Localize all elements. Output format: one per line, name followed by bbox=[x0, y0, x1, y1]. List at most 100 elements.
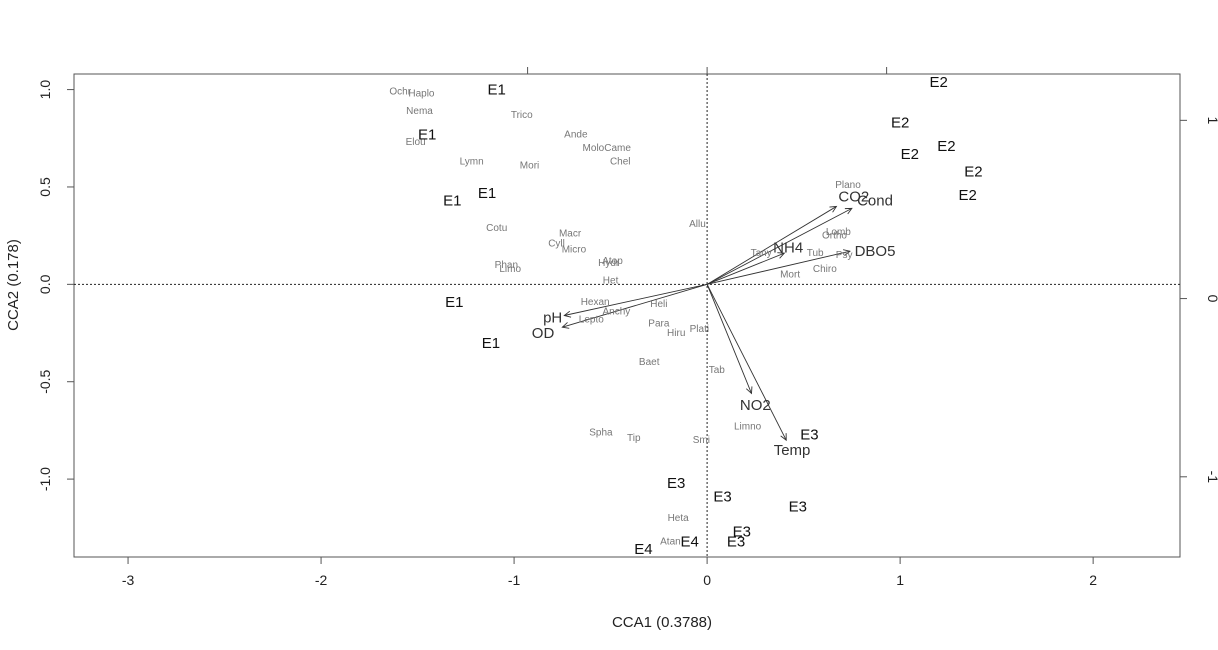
site-label: E3 bbox=[713, 489, 731, 506]
species-label: Lymn bbox=[460, 157, 484, 168]
axes-layer: -3 -2 -1 0 1 2 -1.0 -0.5 0.0 0.5 1.0 -1 0 1 bbox=[37, 67, 1218, 588]
species-label: Tip bbox=[627, 433, 641, 444]
species-label: Mort bbox=[780, 270, 800, 281]
species-label: Heli bbox=[650, 299, 667, 310]
species-label: Limo bbox=[499, 264, 521, 275]
right-tick-label: 0 bbox=[1205, 295, 1218, 303]
species-label: Tany bbox=[751, 248, 772, 259]
env-arrowhead bbox=[745, 386, 753, 395]
x-tick-label: 1 bbox=[896, 572, 904, 588]
species-label: Haplo bbox=[408, 88, 435, 99]
species-label: Cotu bbox=[486, 223, 507, 234]
env-arrowhead bbox=[561, 322, 570, 329]
site-label: E1 bbox=[488, 82, 506, 99]
y-tick-label: 0.0 bbox=[37, 274, 53, 294]
y-tick-label: -1.0 bbox=[37, 467, 53, 491]
species-label: Tab bbox=[709, 365, 726, 376]
species-label: Lepto bbox=[579, 314, 604, 325]
species-label: Ortho bbox=[822, 231, 847, 242]
species-label: Hiru bbox=[667, 328, 685, 339]
species-label: Het bbox=[603, 275, 619, 286]
species-label: Micro bbox=[562, 244, 587, 255]
species-label: Trico bbox=[511, 110, 533, 121]
site-label: E2 bbox=[964, 163, 982, 180]
x-tick-label: -3 bbox=[122, 572, 135, 588]
site-label: E1 bbox=[418, 126, 436, 143]
env-variable-label: pH bbox=[543, 309, 562, 326]
site-label: E1 bbox=[443, 193, 461, 210]
env-arrow bbox=[707, 250, 851, 285]
species-label: Ande bbox=[564, 129, 588, 140]
species-label: Anchy bbox=[602, 307, 630, 318]
species-label: Hexan bbox=[581, 297, 610, 308]
env-arrow bbox=[706, 252, 785, 285]
env-arrowhead bbox=[829, 205, 838, 213]
env-arrow bbox=[562, 283, 708, 328]
species-label: Elou bbox=[406, 137, 426, 148]
env-variable-label: NH4 bbox=[773, 239, 803, 256]
site-label: E1 bbox=[482, 335, 500, 352]
site-label: E2 bbox=[937, 138, 955, 155]
env-variable-label: CO2 bbox=[838, 189, 869, 206]
env-arrow bbox=[706, 206, 837, 285]
species-label: Chel bbox=[610, 157, 631, 168]
env-variable-label: OD bbox=[532, 325, 555, 342]
species-label: Allu bbox=[689, 219, 706, 230]
env-arrowhead bbox=[777, 252, 786, 259]
site-label: E2 bbox=[891, 115, 909, 132]
plot-frame bbox=[73, 73, 1181, 558]
species-label: Nema bbox=[406, 106, 433, 117]
species-label: Phan bbox=[495, 260, 518, 271]
x-tick-label: -1 bbox=[508, 572, 521, 588]
env-arrowhead bbox=[844, 207, 853, 215]
site-label: E3 bbox=[800, 426, 818, 443]
species-label: Macr bbox=[559, 229, 582, 240]
right-tick-label: -1 bbox=[1205, 471, 1218, 484]
site-label: E1 bbox=[478, 185, 496, 202]
zero-lines bbox=[74, 74, 1180, 557]
y-tick-label: 1.0 bbox=[37, 80, 53, 100]
site-label: E3 bbox=[733, 524, 751, 541]
y-axis-title: CCA2 (0.178) bbox=[5, 239, 22, 331]
species-label: Para bbox=[648, 318, 670, 329]
site-label: E2 bbox=[930, 74, 948, 91]
species-label: Plano bbox=[835, 180, 861, 191]
species-label: Baet bbox=[639, 357, 660, 368]
species-label: Smi bbox=[693, 435, 710, 446]
env-arrowhead bbox=[780, 433, 787, 442]
species-label: Lomb bbox=[826, 227, 851, 238]
site-label: E3 bbox=[789, 498, 807, 515]
x-tick-label: -2 bbox=[315, 572, 328, 588]
species-label: Ochr bbox=[389, 87, 411, 98]
species-label: Limno bbox=[734, 422, 762, 433]
env-arrowhead bbox=[563, 310, 572, 318]
x-tick-label: 2 bbox=[1089, 572, 1097, 588]
species-label: Mori bbox=[520, 161, 539, 172]
env-arrow bbox=[706, 284, 752, 394]
env-variable-label: NO2 bbox=[740, 397, 771, 414]
env-variable-label: Temp bbox=[774, 442, 811, 459]
site-label: E2 bbox=[901, 146, 919, 163]
species-label: Tub bbox=[807, 248, 824, 259]
env-variable-label: Cond bbox=[857, 193, 893, 210]
site-label: E4 bbox=[634, 541, 652, 558]
env-arrowhead bbox=[843, 249, 851, 256]
x-tick-label: 0 bbox=[703, 572, 711, 588]
site-label: E4 bbox=[681, 533, 699, 550]
y-tick-label: -0.5 bbox=[37, 369, 53, 393]
site-label: E3 bbox=[667, 475, 685, 492]
env-arrow bbox=[564, 283, 708, 316]
species-label: Spha bbox=[589, 427, 613, 438]
env-arrow bbox=[706, 207, 853, 285]
species-label: MoloCame bbox=[583, 143, 632, 154]
x-axis-title: CCA1 (0.3788) bbox=[612, 614, 712, 631]
species-label: Heta bbox=[668, 513, 690, 524]
species-label: Psy bbox=[836, 250, 853, 261]
species-label: Atan bbox=[660, 536, 681, 547]
site-label: E2 bbox=[958, 187, 976, 204]
site-label: E1 bbox=[445, 294, 463, 311]
